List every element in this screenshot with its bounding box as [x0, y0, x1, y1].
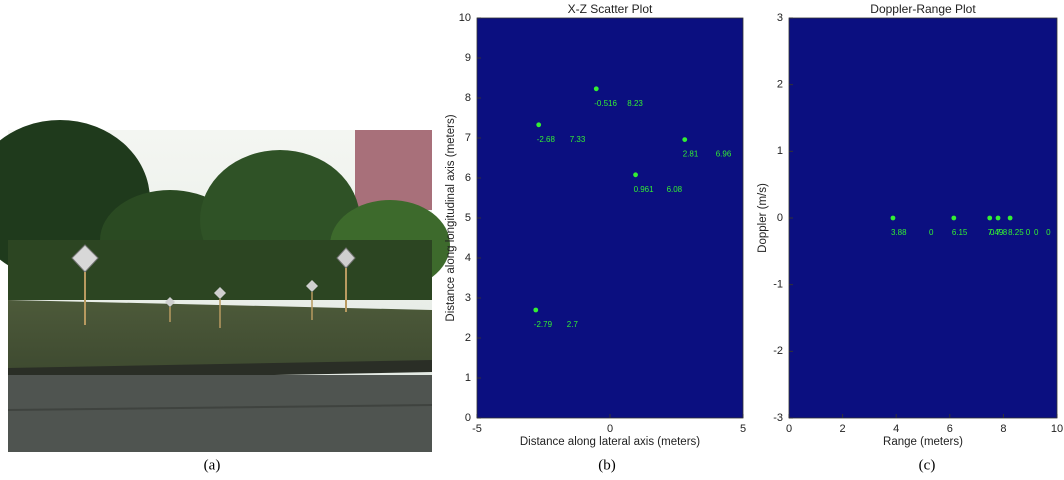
point-x-label: 2.81	[683, 150, 699, 159]
point-x-label: 7.49	[988, 228, 1004, 237]
y-tick-label: -1	[773, 279, 783, 291]
x-tick-label: 0	[607, 423, 613, 435]
point-y-label: 7.33	[570, 135, 586, 144]
point-y-label: 0	[1026, 228, 1031, 237]
y-tick-label: -3	[773, 412, 783, 424]
chart-title: X-Z Scatter Plot	[568, 2, 653, 16]
point-y-label: 8.23	[627, 99, 643, 108]
y-tick-label: 1	[777, 145, 783, 157]
point-y-label: 0	[1034, 228, 1039, 237]
point-x-label: 0.961	[634, 185, 655, 194]
x-tick-label: 4	[893, 423, 899, 435]
y-tick-label: -2	[773, 345, 783, 357]
point	[633, 172, 638, 178]
caption: (c)	[919, 457, 936, 473]
plot-area	[476, 17, 744, 419]
y-axis-label: Distance along longitudinal axis (meters…	[445, 114, 457, 321]
y-tick-label: 0	[777, 212, 783, 224]
point	[890, 215, 896, 221]
x-axis-label: Range (meters)	[883, 436, 963, 448]
y-tick-label: 2	[777, 79, 783, 91]
point	[536, 122, 542, 128]
point-y-label: 6.08	[667, 185, 683, 194]
point-y-label: 0	[990, 228, 995, 237]
chart-title: Doppler-Range Plot	[870, 2, 976, 16]
y-tick-label: 3	[465, 292, 471, 304]
y-tick-label: 2	[465, 332, 471, 344]
point-x-label: 3.88	[891, 228, 907, 237]
y-tick-label: 10	[459, 12, 471, 24]
x-tick-label: 0	[786, 423, 792, 435]
point-x-label: 7.8	[996, 228, 1008, 237]
caption: (a)	[204, 457, 221, 473]
x-axis-label: Distance along lateral axis (meters)	[520, 436, 700, 448]
point-y-label: 0	[929, 228, 934, 237]
point	[951, 215, 957, 221]
point-x-label: 8.25	[1008, 228, 1024, 237]
y-axis-label: Doppler (m/s)	[757, 183, 769, 253]
point-x-label: 6.15	[952, 228, 968, 237]
x-tick-label: 2	[840, 423, 846, 435]
point-x-label: -0.516	[594, 99, 617, 108]
point-y-label: 6.96	[716, 150, 732, 159]
point	[682, 137, 688, 143]
y-tick-label: 8	[465, 92, 471, 104]
y-tick-label: 4	[465, 252, 471, 264]
point	[593, 86, 599, 92]
x-tick-label: 10	[1051, 423, 1063, 435]
x-tick-label: 6	[947, 423, 953, 435]
y-tick-label: 1	[465, 372, 471, 384]
point-x-label: -2.68	[537, 135, 556, 144]
point	[995, 215, 1001, 221]
point-y-label: 0	[1046, 228, 1051, 237]
point	[987, 215, 993, 221]
x-tick-label: 8	[1000, 423, 1006, 435]
x-tick-label: -5	[472, 423, 482, 435]
point-y-label: 2.7	[567, 320, 579, 329]
y-tick-label: 0	[465, 412, 471, 424]
y-tick-label: 5	[465, 212, 471, 224]
photo	[0, 120, 450, 452]
caption: (b)	[598, 457, 616, 473]
point-x-label: -2.79	[534, 320, 553, 329]
plot-area	[788, 17, 1058, 419]
point	[533, 307, 539, 313]
y-tick-label: 7	[465, 132, 471, 144]
x-tick-label: 5	[740, 423, 746, 435]
y-tick-label: 9	[465, 52, 471, 64]
y-tick-label: 6	[465, 172, 471, 184]
y-tick-label: 3	[777, 12, 783, 24]
point	[1007, 215, 1013, 221]
